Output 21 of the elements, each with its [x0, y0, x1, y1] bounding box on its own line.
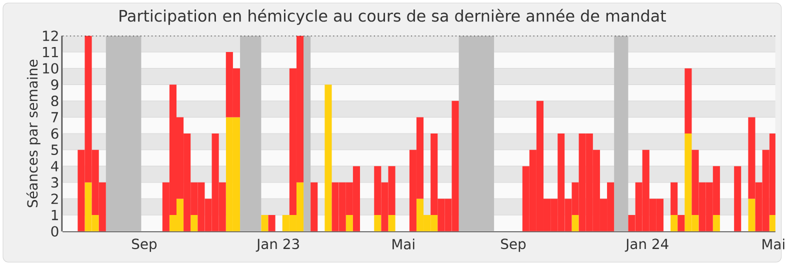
y-tick-label: 5 — [51, 144, 58, 155]
y-axis-title: Séances par semaine — [26, 60, 40, 208]
y-tick-label: 11 — [43, 46, 58, 58]
y-tick-label: 3 — [51, 177, 58, 188]
chart-title: Participation en hémicycle au cours de sa dernière année de mandat — [120, 8, 666, 25]
x-tick-label: Sep — [501, 238, 526, 252]
x-tick-label: Sep — [132, 238, 157, 252]
y-tick-label: 6 — [51, 128, 58, 139]
y-tick-label: 12 — [43, 30, 58, 41]
x-tick-label: Mai — [762, 238, 784, 250]
x-tick-label: Jan 23 — [256, 238, 299, 252]
y-tick-label: 9 — [51, 79, 58, 90]
y-tick-label: 1 — [52, 210, 58, 220]
y-tick-label: 4 — [51, 161, 58, 172]
y-tick-label: 8 — [51, 96, 58, 106]
y-tick-label: 0 — [51, 226, 58, 237]
y-tick-label: 2 — [51, 194, 58, 204]
y-tick-label: 7 — [52, 112, 58, 122]
x-tick-label: Mai — [392, 238, 414, 250]
y-tick-label: 10 — [43, 63, 58, 74]
x-tick-label: Jan 24 — [624, 238, 668, 252]
